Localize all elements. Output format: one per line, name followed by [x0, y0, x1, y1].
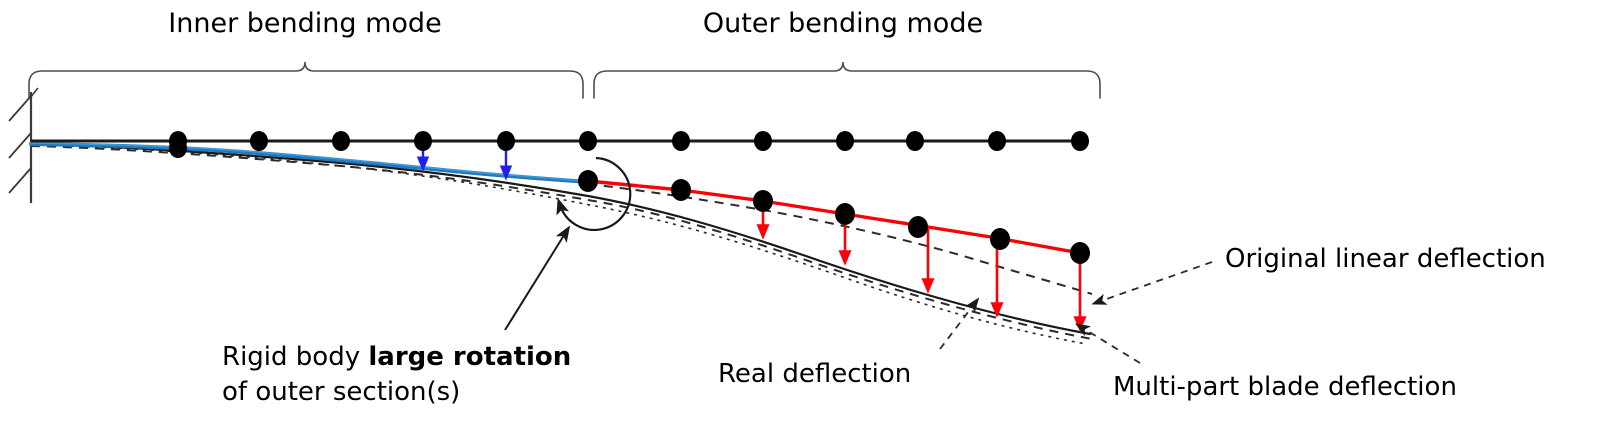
rigid-body-rotation-label-line2: of outer section(s) [222, 377, 460, 407]
inner-curve-node [169, 138, 187, 158]
beam-node [497, 131, 515, 151]
outer-chord-node [753, 190, 773, 212]
leader-original-linear-deflection [1091, 261, 1213, 305]
leader-real-deflection [939, 297, 980, 350]
beam-node [836, 131, 854, 151]
outer-mode-brace [593, 61, 1101, 99]
clamped-wall-support [8, 87, 39, 203]
leader-lines [504, 225, 1213, 364]
outer-bending-mode-title: Outer bending mode [703, 8, 983, 39]
inner-mode-brace [28, 61, 584, 99]
multi-part-blade-deflection-label: Multi-part blade deflection [1113, 372, 1457, 402]
outer-chord-node [1070, 242, 1090, 264]
beam-node [414, 131, 432, 151]
outer-chord-node [835, 203, 855, 225]
original-linear-deflection-label: Original linear deflection [1225, 244, 1546, 274]
inner-curve-node [578, 170, 598, 192]
beam-node [988, 131, 1006, 151]
rigid-body-rotation-label-line1: Rigid body large rotation [222, 342, 571, 372]
beam-node [332, 131, 350, 151]
beam-node-group [169, 131, 1089, 151]
leader-multi-part-blade-deflection [1075, 323, 1141, 364]
rigid-body-rotation-emphasis: large rotation [368, 342, 571, 372]
rigid-body-rotation-arc [556, 156, 632, 232]
beam-node [754, 131, 772, 151]
inner-curve-node-group [169, 138, 598, 192]
outer-chord-node [990, 228, 1010, 250]
real-deflection-label: Real deflection [718, 359, 911, 389]
leader-rigid-body-rotation [504, 225, 571, 331]
outer-chord-node [908, 216, 928, 238]
dashed-reference-curves [30, 144, 1093, 345]
real-deflection-curve [29, 142, 1092, 336]
outer-chord-node [671, 179, 691, 201]
beam-node [672, 131, 690, 151]
outer-chord-node-group [671, 179, 1090, 264]
beam-node [250, 131, 268, 151]
rigid-body-rotation-prefix: Rigid body [222, 342, 368, 372]
beam-node [1071, 131, 1089, 151]
inner-bending-mode-title: Inner bending mode [168, 8, 441, 39]
beam-node [906, 131, 924, 151]
beam-node [579, 131, 597, 151]
